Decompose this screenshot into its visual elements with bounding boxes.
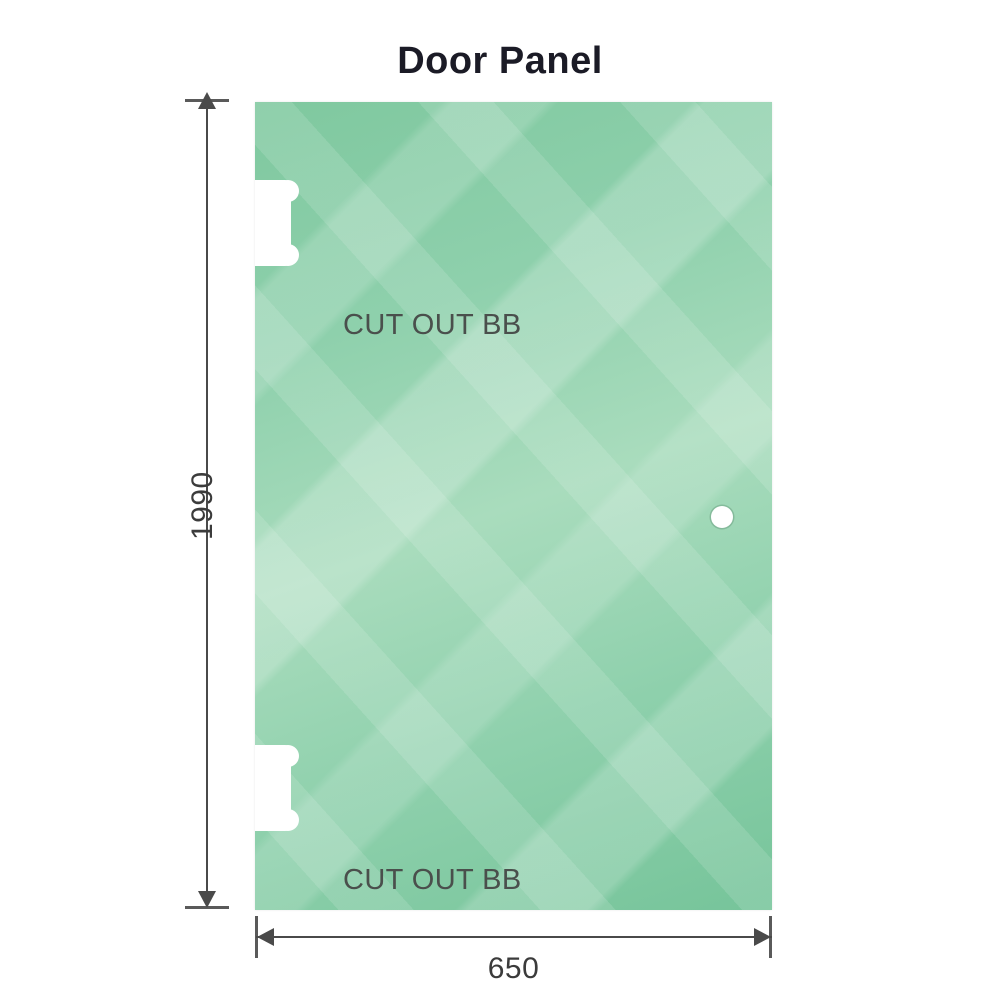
page-title: Door Panel — [397, 40, 603, 82]
cutout-top — [255, 178, 301, 268]
height-dimension-label: 1990 — [186, 471, 219, 540]
cutout-bottom-label: CUT OUT BB — [343, 864, 522, 896]
width-dimension-line — [256, 936, 772, 938]
glass-panel: CUT OUT BB CUT OUT BB — [255, 102, 772, 910]
cutout-bottom — [255, 743, 301, 833]
cutout-top-label: CUT OUT BB — [343, 309, 522, 341]
width-dimension-label: 650 — [487, 952, 540, 985]
arrow-down-icon — [198, 891, 216, 908]
handle-hole-icon — [711, 506, 733, 528]
arrow-right-icon — [754, 928, 771, 946]
glass-panel-fill — [255, 102, 772, 910]
height-dimension-line — [206, 100, 208, 905]
arrow-left-icon — [257, 928, 274, 946]
arrow-up-icon — [198, 92, 216, 109]
